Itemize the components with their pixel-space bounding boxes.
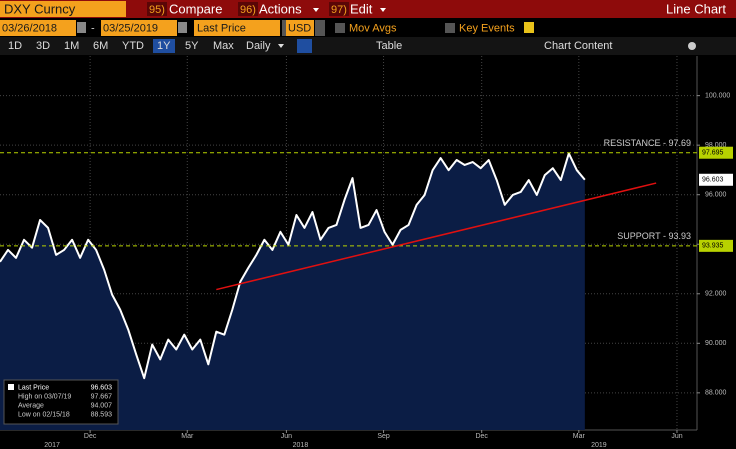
date-box[interactable] <box>0 20 76 36</box>
y-tick-label: 100.000 <box>705 92 730 99</box>
settings-icon[interactable] <box>688 42 696 50</box>
chart-type: Line Chart <box>666 1 726 16</box>
checkbox[interactable] <box>335 23 345 33</box>
period-bar <box>0 37 736 55</box>
compare-num[interactable]: 95) <box>149 4 165 16</box>
area <box>0 153 585 430</box>
currency-box[interactable] <box>286 20 314 36</box>
dropdown-arrow <box>313 8 319 12</box>
level-label: RESISTANCE - 97.69 <box>604 138 691 148</box>
period-button[interactable]: 6M <box>93 40 108 52</box>
ticker-box[interactable] <box>0 1 126 17</box>
level-tag-label: 97.695 <box>702 150 724 157</box>
year-label: 2019 <box>591 442 607 449</box>
num-box <box>147 2 167 16</box>
calendar-icon[interactable] <box>178 22 187 33</box>
actions-num[interactable]: 96) <box>240 4 256 16</box>
calendar-icon[interactable] <box>77 22 86 33</box>
currency[interactable]: USD <box>288 22 311 34</box>
dropdown-arrow <box>278 44 284 48</box>
mov-avgs[interactable]: Mov Avgs <box>349 22 397 34</box>
field-box[interactable] <box>194 20 280 36</box>
edit-button[interactable]: Edit <box>350 1 373 16</box>
line <box>0 152 586 380</box>
ticker[interactable]: DXY Curncy <box>4 1 76 16</box>
legend-swatch <box>8 384 14 390</box>
legend-stat-label: Average <box>18 402 44 409</box>
y-tick-label: 90.000 <box>705 340 727 347</box>
x-tick-label: Sep <box>377 433 390 440</box>
period-group: 1D 3D 1M 6M YTD 1Y 5Y Max <box>8 39 234 53</box>
year-label: 2017 <box>44 442 60 449</box>
x-tick-label: Jun <box>281 433 292 440</box>
period-button[interactable]: 3D <box>36 40 50 52</box>
y-tick-label: 88.000 <box>705 390 727 397</box>
date-box[interactable] <box>101 20 177 36</box>
compare-button[interactable]: Compare <box>169 1 222 16</box>
level-tag <box>699 239 733 252</box>
key-events[interactable]: Key Events <box>459 22 515 34</box>
period-button[interactable]: 5Y <box>185 40 199 52</box>
table-button[interactable]: Table <box>376 40 402 52</box>
legend-stat-label: High on 03/07/19 <box>18 393 71 400</box>
dropdown-arrow <box>380 8 386 12</box>
legend-stat-value: 97.667 <box>91 393 113 400</box>
legend-stat-label: Low on 02/15/18 <box>18 411 70 418</box>
level-tag-label: 93.935 <box>702 243 724 250</box>
checkbox[interactable] <box>445 23 455 33</box>
y-tick-label: 96.000 <box>705 192 727 199</box>
trend-line <box>216 182 657 291</box>
plot-area: 88.00090.00092.00094.00096.00098.000100.… <box>0 56 733 449</box>
frequency[interactable]: Daily <box>246 40 271 52</box>
period-button[interactable]: Max <box>213 40 234 52</box>
legend-stat-value: 88.593 <box>91 411 113 418</box>
x-tick-label: Dec <box>84 433 97 440</box>
line-icon[interactable] <box>297 39 312 53</box>
period-button[interactable]: 1D <box>8 40 22 52</box>
period-highlight <box>153 39 175 53</box>
legend-box <box>3 379 119 425</box>
level-tag <box>699 146 733 159</box>
num-box <box>238 2 258 16</box>
legend-value: 96.603 <box>91 384 113 391</box>
title-bar <box>0 0 736 18</box>
period-button[interactable]: 1M <box>64 40 79 52</box>
legend-label: Last Price <box>18 384 49 391</box>
period-button[interactable]: YTD <box>122 40 144 52</box>
legend-stat-value: 94.007 <box>91 402 113 409</box>
last-price-tag-label: 96.603 <box>702 177 724 184</box>
start-date[interactable]: 03/26/2018 <box>2 22 57 34</box>
actions-button[interactable]: Actions <box>259 1 302 16</box>
period-button[interactable]: 1Y <box>157 40 171 52</box>
last-price-tag <box>699 173 733 186</box>
y-tick-label: 98.000 <box>705 142 727 149</box>
x-tick-label: Mar <box>181 433 194 440</box>
legend: Last Price 96.603 High on 03/07/19 97.667 Av… <box>3 379 119 425</box>
x-tick-label: Dec <box>475 433 488 440</box>
x-tick-label: Mar <box>573 433 586 440</box>
year-label: 2018 <box>293 442 309 449</box>
dropdown-button[interactable] <box>315 20 325 36</box>
field[interactable]: Last Price <box>197 22 246 34</box>
level-label: SUPPORT - 93.93 <box>617 231 691 241</box>
y-tick-label: 92.000 <box>705 291 727 298</box>
edit-num[interactable]: 97) <box>331 4 347 16</box>
chart-content-button[interactable]: Chart Content <box>544 40 612 52</box>
x-tick-label: Jun <box>671 433 682 440</box>
info-icon[interactable] <box>524 22 534 33</box>
num-box <box>329 2 349 16</box>
date-separator: - <box>91 22 95 34</box>
end-date[interactable]: 03/25/2019 <box>103 22 158 34</box>
